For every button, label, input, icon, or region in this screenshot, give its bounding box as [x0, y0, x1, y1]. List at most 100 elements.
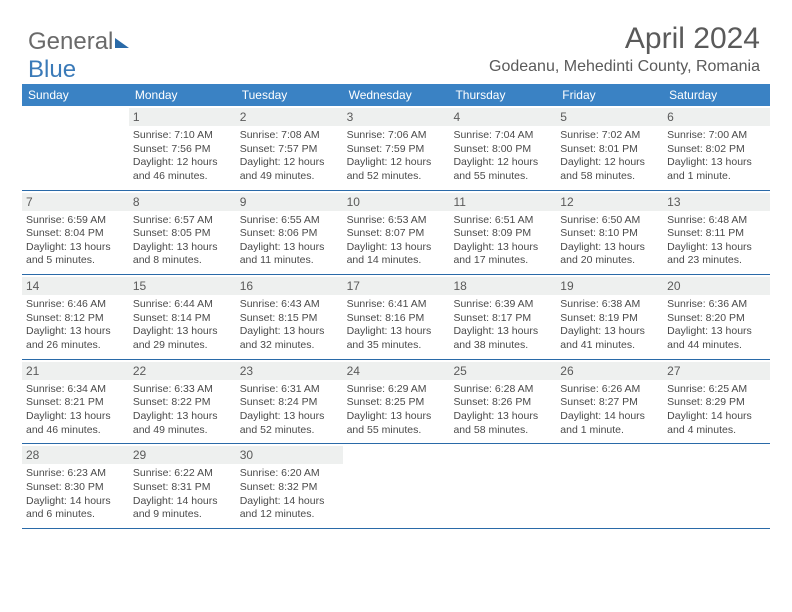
daylight-text: Daylight: 13 hours and 38 minutes.	[453, 325, 552, 352]
daylight-text: Daylight: 14 hours and 1 minute.	[560, 410, 659, 437]
day-number: 6	[663, 108, 770, 126]
sunset-text: Sunset: 8:20 PM	[667, 312, 766, 326]
day-number: 5	[556, 108, 663, 126]
sunrise-text: Sunrise: 6:26 AM	[560, 383, 659, 397]
day-cell: 18 Sunrise: 6:39 AMSunset: 8:17 PMDayligh…	[449, 275, 556, 359]
sunrise-text: Sunrise: 6:44 AM	[133, 298, 232, 312]
day-cell: 26Sunrise: 6:26 AMSunset: 8:27 PMDayligh…	[556, 360, 663, 444]
day-cell: 4Sunrise: 7:04 AMSunset: 8:00 PMDaylight…	[449, 106, 556, 190]
day-cell	[343, 444, 450, 528]
weekday-header: Thursday	[449, 84, 556, 106]
sunrise-text: Sunrise: 6:59 AM	[26, 214, 125, 228]
daylight-text: Daylight: 13 hours and 8 minutes.	[133, 241, 232, 268]
sunrise-text: Sunrise: 6:57 AM	[133, 214, 232, 228]
sunset-text: Sunset: 8:01 PM	[560, 143, 659, 157]
day-number: 23	[236, 362, 343, 380]
daylight-text: Daylight: 13 hours and 11 minutes.	[240, 241, 339, 268]
day-cell	[663, 444, 770, 528]
sunrise-text: Sunrise: 6:23 AM	[26, 467, 125, 481]
daylight-text: Daylight: 13 hours and 55 minutes.	[347, 410, 446, 437]
day-cell: 3Sunrise: 7:06 AMSunset: 7:59 PMDaylight…	[343, 106, 450, 190]
weekday-header: Monday	[129, 84, 236, 106]
sunrise-text: Sunrise: 6:48 AM	[667, 214, 766, 228]
sunset-text: Sunset: 8:09 PM	[453, 227, 552, 241]
day-number: 29	[129, 446, 236, 464]
weekday-header: Saturday	[663, 84, 770, 106]
sunset-text: Sunset: 8:10 PM	[560, 227, 659, 241]
sunset-text: Sunset: 8:22 PM	[133, 396, 232, 410]
day-cell: 19Sunrise: 6:38 AMSunset: 8:19 PMDayligh…	[556, 275, 663, 359]
sunrise-text: Sunrise: 6:39 AM	[453, 298, 552, 312]
sunset-text: Sunset: 8:06 PM	[240, 227, 339, 241]
sunset-text: Sunset: 8:17 PM	[453, 312, 552, 326]
sunrise-text: Sunrise: 6:28 AM	[453, 383, 552, 397]
daylight-text: Daylight: 13 hours and 32 minutes.	[240, 325, 339, 352]
sunrise-text: Sunrise: 6:51 AM	[453, 214, 552, 228]
day-cell: 11Sunrise: 6:51 AMSunset: 8:09 PMDayligh…	[449, 191, 556, 275]
brand-part2: Blue	[28, 56, 76, 83]
sunrise-text: Sunrise: 6:31 AM	[240, 383, 339, 397]
sunrise-text: Sunrise: 6:20 AM	[240, 467, 339, 481]
sunrise-text: Sunrise: 6:22 AM	[133, 467, 232, 481]
sunrise-text: Sunrise: 6:41 AM	[347, 298, 446, 312]
daylight-text: Daylight: 13 hours and 1 minute.	[667, 156, 766, 183]
day-cell: 21Sunrise: 6:34 AMSunset: 8:21 PMDayligh…	[22, 360, 129, 444]
weekday-header: Tuesday	[236, 84, 343, 106]
day-number: 1	[129, 108, 236, 126]
daylight-text: Daylight: 13 hours and 35 minutes.	[347, 325, 446, 352]
day-cell: 16Sunrise: 6:43 AMSunset: 8:15 PMDayligh…	[236, 275, 343, 359]
brand-logo: General Blue	[28, 28, 129, 84]
sunset-text: Sunset: 7:56 PM	[133, 143, 232, 157]
brand-part1: General	[28, 28, 113, 55]
day-number: 3	[343, 108, 450, 126]
daylight-text: Daylight: 12 hours and 55 minutes.	[453, 156, 552, 183]
daylight-text: Daylight: 12 hours and 49 minutes.	[240, 156, 339, 183]
sunset-text: Sunset: 8:04 PM	[26, 227, 125, 241]
sunrise-text: Sunrise: 7:10 AM	[133, 129, 232, 143]
day-cell: 10Sunrise: 6:53 AMSunset: 8:07 PMDayligh…	[343, 191, 450, 275]
day-cell: 2Sunrise: 7:08 AMSunset: 7:57 PMDaylight…	[236, 106, 343, 190]
daylight-text: Daylight: 13 hours and 20 minutes.	[560, 241, 659, 268]
day-cell: 15Sunrise: 6:44 AMSunset: 8:14 PMDayligh…	[129, 275, 236, 359]
daylight-text: Daylight: 14 hours and 4 minutes.	[667, 410, 766, 437]
sunrise-text: Sunrise: 6:53 AM	[347, 214, 446, 228]
sunrise-text: Sunrise: 7:02 AM	[560, 129, 659, 143]
day-number: 13	[663, 193, 770, 211]
daylight-text: Daylight: 13 hours and 52 minutes.	[240, 410, 339, 437]
day-cell: 6Sunrise: 7:00 AMSunset: 8:02 PMDaylight…	[663, 106, 770, 190]
day-cell: 5Sunrise: 7:02 AMSunset: 8:01 PMDaylight…	[556, 106, 663, 190]
sunset-text: Sunset: 8:30 PM	[26, 481, 125, 495]
sunset-text: Sunset: 8:21 PM	[26, 396, 125, 410]
location-text: Godeanu, Mehedinti County, Romania	[489, 58, 760, 76]
day-cell: 24Sunrise: 6:29 AMSunset: 8:25 PMDayligh…	[343, 360, 450, 444]
sunrise-text: Sunrise: 6:50 AM	[560, 214, 659, 228]
day-cell: 28Sunrise: 6:23 AMSunset: 8:30 PMDayligh…	[22, 444, 129, 528]
day-cell: 27Sunrise: 6:25 AMSunset: 8:29 PMDayligh…	[663, 360, 770, 444]
sunrise-text: Sunrise: 6:25 AM	[667, 383, 766, 397]
day-number: 25	[449, 362, 556, 380]
day-number: 15	[129, 277, 236, 295]
daylight-text: Daylight: 13 hours and 41 minutes.	[560, 325, 659, 352]
weekday-header: Friday	[556, 84, 663, 106]
sunset-text: Sunset: 8:19 PM	[560, 312, 659, 326]
logo-triangle-icon	[115, 38, 129, 48]
weekday-header: Wednesday	[343, 84, 450, 106]
sunrise-text: Sunrise: 7:04 AM	[453, 129, 552, 143]
day-cell: 7Sunrise: 6:59 AMSunset: 8:04 PMDaylight…	[22, 191, 129, 275]
sunrise-text: Sunrise: 6:46 AM	[26, 298, 125, 312]
day-cell: 23Sunrise: 6:31 AMSunset: 8:24 PMDayligh…	[236, 360, 343, 444]
sunrise-text: Sunrise: 6:55 AM	[240, 214, 339, 228]
day-number: 10	[343, 193, 450, 211]
week-row: 7Sunrise: 6:59 AMSunset: 8:04 PMDaylight…	[22, 191, 770, 276]
sunrise-text: Sunrise: 6:43 AM	[240, 298, 339, 312]
daylight-text: Daylight: 13 hours and 46 minutes.	[26, 410, 125, 437]
sunset-text: Sunset: 8:00 PM	[453, 143, 552, 157]
sunrise-text: Sunrise: 7:06 AM	[347, 129, 446, 143]
week-row: 28Sunrise: 6:23 AMSunset: 8:30 PMDayligh…	[22, 444, 770, 529]
day-number: 18	[449, 277, 556, 295]
page-title: April 2024	[625, 22, 760, 56]
sunset-text: Sunset: 8:27 PM	[560, 396, 659, 410]
day-cell: 17Sunrise: 6:41 AMSunset: 8:16 PMDayligh…	[343, 275, 450, 359]
day-number: 20	[663, 277, 770, 295]
weekday-header-row: SundayMondayTuesdayWednesdayThursdayFrid…	[22, 84, 770, 106]
